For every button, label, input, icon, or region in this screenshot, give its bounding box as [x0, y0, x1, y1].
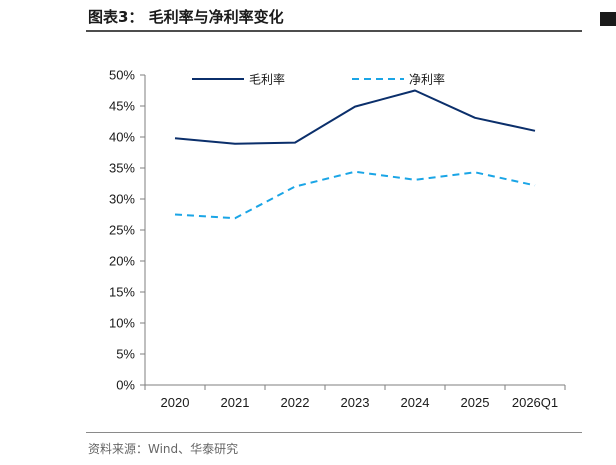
net-margin-line [174, 170, 536, 220]
x-tick-label: 2020 [161, 395, 190, 410]
y-tick-label: 35% [109, 161, 135, 176]
y-tick-label: 25% [109, 223, 135, 238]
y-tick-label: 30% [109, 192, 135, 207]
line-chart: 0% 5% 10% 15% 20% 25% 30% 35% 40% 45% 50% 2020 2021 2… [109, 68, 566, 410]
y-tick-label: 50% [109, 68, 135, 83]
x-tick-label: 2024 [401, 395, 430, 410]
x-tick-label: 2025 [461, 395, 490, 410]
gross-margin-line [174, 89, 536, 145]
y-tick-label: 15% [109, 285, 135, 300]
x-tick-label: 2026Q1 [512, 395, 558, 410]
y-tick-label: 45% [109, 99, 135, 114]
source-note: 资料来源：Wind、华泰研究 [88, 442, 239, 456]
y-tick-label: 0% [116, 378, 135, 393]
y-tick-label: 40% [109, 130, 135, 145]
chart-title: 图表3： 毛利率与净利率变化 [88, 8, 284, 26]
legend-label: 毛利率 [249, 72, 285, 87]
y-tick-label: 5% [116, 347, 135, 362]
y-tick-label: 10% [109, 316, 135, 331]
y-tick-label: 20% [109, 254, 135, 269]
x-tick-label: 2023 [341, 395, 370, 410]
x-tick-label: 2021 [221, 395, 250, 410]
title-divider [86, 30, 582, 32]
footer-divider [86, 432, 582, 433]
legend-label: 净利率 [409, 72, 445, 87]
x-tick-label: 2022 [281, 395, 310, 410]
page-edge-mark [600, 12, 616, 26]
